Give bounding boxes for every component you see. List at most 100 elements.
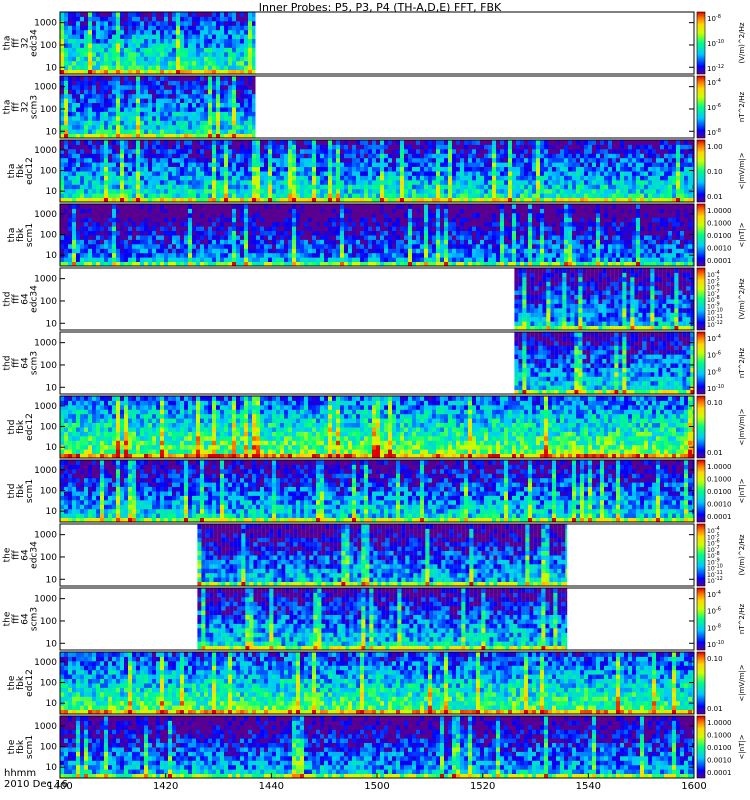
- panel-the-fff-64-edc34: 101001000thefff64edc3410-410-510-610-710…: [3, 524, 747, 587]
- colorbar-tick-label: 1.00: [707, 143, 723, 151]
- panel-the-fff-64-scm3: 101001000thefff64scm310-410-610-810-10nT…: [3, 588, 747, 651]
- x-tick-label: 1520: [470, 781, 495, 792]
- panel-tha-fff-32-edc34: 101001000thafff32edc3410-810-1010-12(V/m…: [3, 12, 747, 75]
- colorbar-tick-label: 0.1000: [707, 476, 732, 484]
- time-format-label: hhmm: [4, 768, 36, 779]
- spectrogram-image: [60, 396, 694, 459]
- colorbar-unit: nT^2/Hz: [738, 604, 746, 635]
- spectrogram-image: [197, 588, 567, 651]
- y-tick-label: 100: [40, 553, 57, 563]
- y-tick-label: 100: [40, 361, 57, 371]
- y-tick-label: 1000: [34, 19, 57, 29]
- colorbar-tick-label: 0.01: [707, 193, 723, 201]
- colorbar-tick-label: 10-10: [707, 640, 724, 649]
- spectrogram-image: [514, 332, 694, 395]
- colorbar-tick-label: 10-12: [707, 320, 723, 329]
- colorbar-unit: <|mV/m|>: [738, 152, 746, 189]
- colorbar-unit: (V/m)^2/Hz: [738, 278, 746, 319]
- colorbar-unit: (V/m)^2/Hz: [738, 534, 746, 575]
- colorbar-unit: <|nT|>: [738, 734, 746, 759]
- colorbar-tick-label: 1.0000: [707, 207, 732, 215]
- y-tick-label: 1000: [34, 210, 57, 220]
- y-tick-label: 100: [40, 679, 57, 689]
- y-tick-label: 10: [46, 575, 58, 585]
- spectrogram-image: [514, 268, 694, 331]
- colorbar-tick-label: 0.1000: [707, 220, 732, 228]
- y-tick-label: 1000: [34, 146, 57, 156]
- y-tick-label: 100: [40, 41, 57, 51]
- y-tick-label: 1000: [34, 722, 57, 732]
- panel-label: thefff64edc34: [3, 541, 40, 569]
- colorbar-tick-label: 0.0100: [707, 744, 732, 752]
- colorbar-tick-label: 0.0010: [707, 501, 732, 509]
- colorbar-unit: <|nT|>: [738, 222, 746, 247]
- colorbar-tick-label: 10-4: [707, 78, 721, 87]
- panel-thd-fbk-scm1: 101001000thdfbkscm11.00000.10000.01000.0…: [7, 460, 746, 523]
- colorbar-unit: (V/m)^2/Hz: [738, 22, 746, 63]
- colorbar: 10-410-510-610-710-810-910-1010-1110-12(…: [697, 268, 746, 330]
- panel-label: thefff64scm3: [3, 607, 40, 631]
- panel-label: thdfff64edc34: [3, 285, 40, 313]
- panel-label: thefbkscm1: [7, 735, 35, 759]
- panel-stack: 101001000thafff32edc3410-810-1010-12(V/m…: [3, 12, 747, 779]
- panel-label: thefbkedc12: [7, 669, 35, 697]
- panel-label: thdfbkedc12: [7, 413, 35, 441]
- colorbar-tick-label: 10-4: [707, 334, 721, 343]
- spectrogram-image: [60, 652, 694, 715]
- colorbar-tick-label: 10-10: [707, 384, 724, 393]
- colorbar-tick-label: 10-6: [707, 103, 721, 112]
- colorbar-unit: <|nT|>: [738, 478, 746, 503]
- y-tick-label: 10: [46, 127, 58, 137]
- panel-label: thafff32scm3: [3, 95, 40, 119]
- spectrogram-image: [60, 76, 256, 139]
- colorbar-tick-label: 0.0001: [707, 513, 732, 521]
- panel-the-fbk-scm1: 101001000thefbkscm11.00000.10000.01000.0…: [7, 716, 746, 779]
- colorbar-tick-label: 0.10: [707, 399, 723, 407]
- date-label: 2010 Dec 16: [4, 779, 68, 790]
- y-tick-label: 1000: [34, 466, 57, 476]
- y-tick-label: 100: [40, 167, 57, 177]
- colorbar-tick-label: 0.0001: [707, 257, 732, 265]
- x-tick-label: 1500: [364, 781, 389, 792]
- x-tick-label: 1440: [259, 781, 284, 792]
- y-tick-label: 10: [46, 251, 58, 261]
- panel-thd-fff-64-scm3: 101001000thdfff64scm310-410-610-810-10nT…: [3, 332, 747, 395]
- colorbar: 10-410-510-610-710-810-910-1010-1110-12(…: [697, 524, 746, 586]
- colorbar: 10-410-610-8nT^2/Hz: [697, 76, 746, 138]
- colorbar-unit: <|mV/m|>: [738, 664, 746, 701]
- y-tick-label: 10: [46, 63, 58, 73]
- colorbar-tick-label: 0.01: [707, 705, 723, 713]
- spectrogram-image: [60, 12, 256, 75]
- colorbar-tick-label: 1.0000: [707, 719, 732, 727]
- y-tick-label: 10: [46, 639, 58, 649]
- y-tick-label: 10: [46, 699, 58, 709]
- spectrogram-image: [60, 460, 694, 523]
- panel-thd-fff-64-edc34: 101001000thdfff64edc3410-410-510-610-710…: [3, 268, 747, 331]
- colorbar-tick-label: 0.0001: [707, 769, 732, 777]
- spectrogram-image: [60, 716, 694, 779]
- y-tick-label: 10: [46, 763, 58, 773]
- colorbar: 0.100.01<|mV/m|>: [697, 396, 746, 458]
- y-tick-label: 10: [46, 187, 58, 197]
- y-tick-label: 100: [40, 231, 57, 241]
- y-tick-label: 10: [46, 443, 58, 453]
- colorbar-tick-label: 10-8: [707, 128, 721, 137]
- y-tick-label: 1000: [34, 658, 57, 668]
- y-tick-label: 100: [40, 487, 57, 497]
- panel-label: thdfff64scm3: [3, 351, 40, 375]
- colorbar-unit: nT^2/Hz: [738, 348, 746, 379]
- y-tick-label: 1000: [34, 339, 57, 349]
- colorbar: 1.000.100.01<|mV/m|>: [697, 140, 746, 202]
- colorbar-tick-label: 0.0010: [707, 757, 732, 765]
- panel-label: thdfbkscm1: [7, 479, 35, 503]
